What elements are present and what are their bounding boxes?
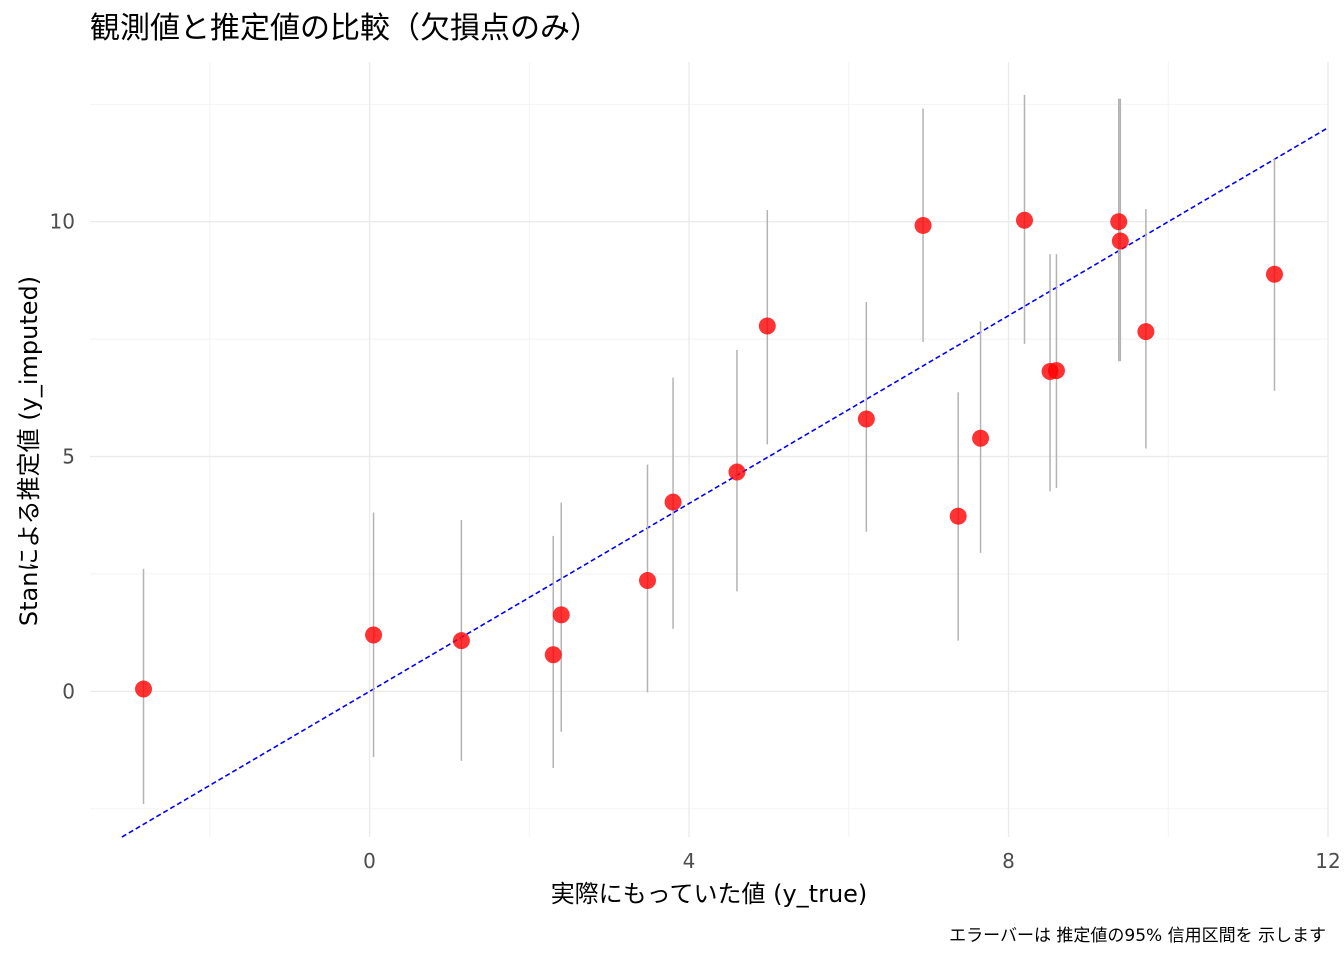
- error-bars: [142, 94, 1276, 805]
- data-point: [857, 410, 875, 428]
- data-point: [1265, 265, 1283, 283]
- minor-grid: [90, 62, 1328, 837]
- x-tick-label: 12: [1315, 849, 1340, 873]
- data-point: [1110, 213, 1128, 231]
- data-point: [552, 606, 570, 624]
- y-tick-label: 10: [50, 210, 75, 234]
- y-axis-title: Stanによる推定値 (y_imputed): [15, 276, 43, 626]
- data-point: [452, 632, 470, 650]
- data-point: [1015, 211, 1033, 229]
- x-tick-label: 0: [363, 849, 376, 873]
- data-point: [728, 463, 746, 481]
- data-point: [914, 216, 932, 234]
- data-point: [544, 646, 562, 664]
- data-point: [758, 317, 776, 335]
- major-grid: [90, 62, 1329, 837]
- reference-line-layer: [121, 127, 1329, 838]
- y-tick-label: 0: [62, 679, 75, 703]
- y-tick-label: 5: [62, 445, 75, 469]
- data-point: [135, 680, 153, 698]
- data-point: [1047, 362, 1065, 380]
- data-point: [365, 626, 383, 644]
- data-point: [664, 493, 682, 511]
- chart-caption: エラーバーは 推定値の95% 信用区間を 示します: [949, 926, 1326, 946]
- x-tick-labels: 0 4 8 12: [363, 849, 1341, 873]
- data-point: [1111, 232, 1129, 250]
- reference-line: [121, 127, 1329, 838]
- chart-title: 観測値と推定値の比較（欠損点のみ）: [90, 11, 600, 46]
- x-tick-label: 4: [683, 849, 696, 873]
- y-tick-labels: 0 5 10: [50, 210, 75, 704]
- data-points: [135, 211, 1283, 698]
- data-point: [949, 507, 967, 525]
- x-tick-label: 8: [1002, 849, 1015, 873]
- x-axis-title: 実際にもっていた値 (y_true): [551, 880, 868, 908]
- data-point: [638, 572, 656, 590]
- data-point: [1137, 323, 1155, 341]
- data-point: [972, 429, 990, 447]
